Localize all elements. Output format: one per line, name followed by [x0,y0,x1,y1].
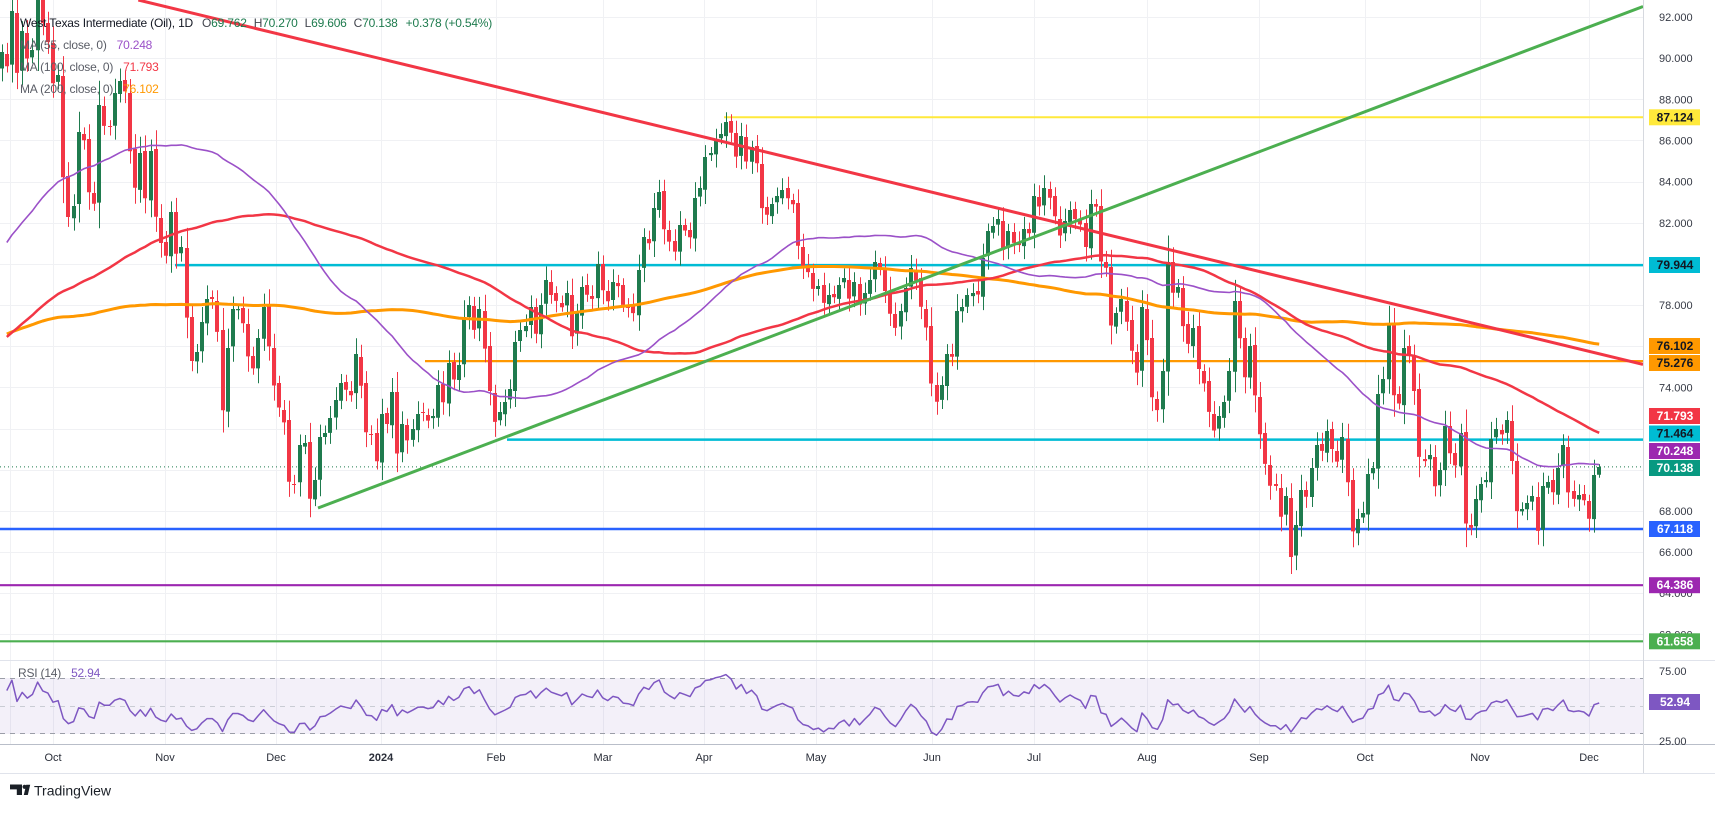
svg-text:88.000: 88.000 [1659,94,1693,106]
svg-text:Apr: Apr [695,752,712,764]
svg-text:75.276: 75.276 [1657,356,1694,370]
svg-text:71.464: 71.464 [1657,427,1694,441]
svg-text:Aug: Aug [1137,752,1157,764]
svg-text:78.000: 78.000 [1659,300,1693,312]
svg-text:52.94: 52.94 [1660,695,1690,709]
svg-text:67.118: 67.118 [1657,522,1693,536]
svg-text:West Texas Intermediate (Oil),: West Texas Intermediate (Oil), 1D O69.762… [20,16,492,30]
svg-text:RSI (14)52.94: RSI (14) 52.94 [18,666,101,680]
svg-text:87.124: 87.124 [1657,110,1694,124]
svg-text:64.386: 64.386 [1657,578,1694,592]
svg-text:70.138: 70.138 [1657,461,1694,475]
svg-text:MA (200, close, 0)76.102: MA (200, close, 0) 76.102 [20,82,159,96]
svg-text:92.000: 92.000 [1659,12,1693,24]
svg-text:Jul: Jul [1027,752,1041,764]
svg-text:Nov: Nov [1470,752,1490,764]
svg-text:Oct: Oct [1356,752,1373,764]
svg-text:Nov: Nov [155,752,175,764]
svg-text:90.000: 90.000 [1659,53,1693,65]
svg-text:76.102: 76.102 [1657,339,1694,353]
svg-text:Oct: Oct [44,752,61,764]
svg-text:MA (100, close, 0)71.793: MA (100, close, 0) 71.793 [20,60,159,74]
svg-text:61.658: 61.658 [1657,634,1694,648]
svg-text:74.000: 74.000 [1659,382,1693,394]
svg-text:66.000: 66.000 [1659,547,1693,559]
svg-text:MA (55, close, 0)70.248: MA (55, close, 0) 70.248 [20,38,153,52]
svg-text:71.793: 71.793 [1657,409,1694,423]
svg-text:86.000: 86.000 [1659,136,1693,148]
svg-text:79.944: 79.944 [1657,258,1694,272]
svg-text:Feb: Feb [487,752,506,764]
svg-text:Mar: Mar [594,752,613,764]
svg-text:68.000: 68.000 [1659,506,1693,518]
svg-text:Jun: Jun [923,752,941,764]
svg-text:75.00: 75.00 [1659,666,1687,678]
svg-text:May: May [806,752,827,764]
svg-text:Sep: Sep [1249,752,1269,764]
svg-text:TradingView: TradingView [34,783,112,799]
svg-text:70.248: 70.248 [1657,444,1694,458]
svg-text:Dec: Dec [1579,752,1599,764]
svg-text:Dec: Dec [266,752,286,764]
svg-text:82.000: 82.000 [1659,218,1693,230]
svg-text:2024: 2024 [369,752,394,764]
svg-text:84.000: 84.000 [1659,177,1693,189]
svg-text:25.00: 25.00 [1659,736,1687,748]
